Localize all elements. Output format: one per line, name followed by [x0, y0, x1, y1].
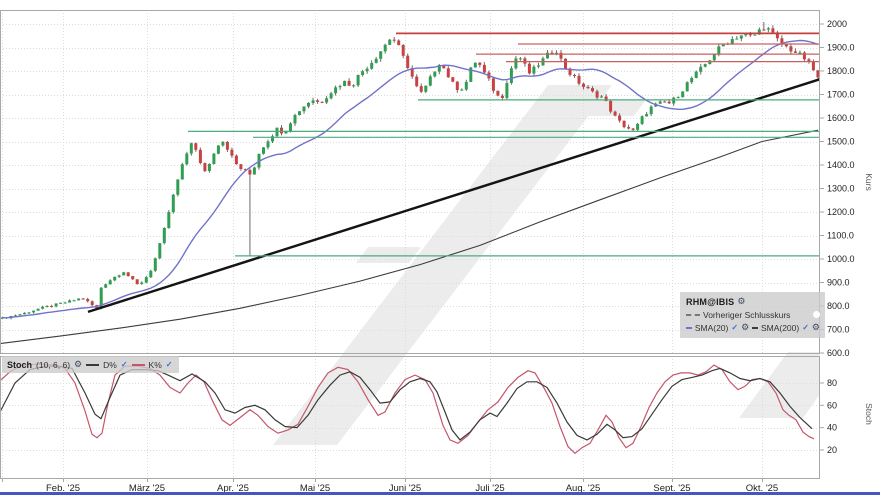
prev-close-label: Vorheriger Schlusskurs: [703, 309, 791, 320]
svg-text:März '25: März '25: [129, 483, 165, 494]
sma200-line: [0, 129, 819, 345]
gridlines: [0, 10, 820, 478]
prev-close-toggle-dot[interactable]: [813, 311, 820, 318]
svg-text:800.0: 800.0: [827, 301, 850, 311]
svg-text:Feb. '25: Feb. '25: [46, 483, 80, 494]
sma20-settings-gear-icon[interactable]: ⚙: [741, 322, 750, 332]
resistance-lines[interactable]: [396, 32, 820, 63]
svg-text:1000.0: 1000.0: [827, 254, 855, 264]
sma200-visible-checkmark[interactable]: ✓: [802, 323, 809, 332]
sma20-label: SMA(20): [694, 322, 729, 333]
svg-text:1800.0: 1800.0: [827, 66, 855, 76]
stoch-lines: [0, 363, 815, 455]
sma20-visible-checkmark[interactable]: ✓: [731, 323, 739, 332]
svg-text:Juni '25: Juni '25: [389, 483, 421, 494]
sma200-line-sample: [752, 326, 758, 329]
main-chart-legend[interactable]: RHM@IBIS ⚙ Vorheriger Schlusskurs SMA(20…: [680, 292, 825, 338]
svg-text:1900.0: 1900.0: [827, 43, 855, 53]
prev-close-line-sample: [686, 313, 700, 316]
svg-text:20: 20: [827, 445, 837, 455]
svg-text:1600.0: 1600.0: [827, 113, 855, 123]
stoch-settings-gear-icon[interactable]: ⚙: [74, 359, 83, 369]
svg-text:Apr. '25: Apr. '25: [217, 483, 249, 494]
svg-text:700.0: 700.0: [827, 325, 850, 335]
watermark-logo: [273, 85, 820, 445]
panel-borders: [0, 10, 820, 479]
svg-text:Aug. '25: Aug. '25: [566, 483, 601, 494]
time-axis: Feb. '25 März '25 Apr. '25 Mai '25 Juni '25 J…: [2, 478, 778, 494]
stoch-axis: 20 40 60 80 Stoch: [820, 378, 874, 455]
trendline[interactable]: [87, 78, 820, 314]
footer-accent-bar: [0, 492, 880, 495]
svg-text:80: 80: [827, 378, 837, 388]
stoch-legend[interactable]: Stoch (10, 6, 6) ⚙ D% ✓ K% ✓: [2, 356, 180, 373]
stoch-d-visible-checkmark[interactable]: ✓: [120, 360, 128, 369]
svg-text:2000: 2000: [827, 19, 847, 29]
svg-text:1300.0: 1300.0: [827, 184, 855, 194]
instrument-name: RHM@IBIS: [686, 296, 735, 307]
svg-text:60: 60: [827, 400, 837, 410]
stoch-k-visible-checkmark[interactable]: ✓: [165, 360, 173, 369]
svg-text:Sept. '25: Sept. '25: [653, 483, 690, 494]
svg-text:Juli '25: Juli '25: [475, 483, 504, 494]
svg-text:1700.0: 1700.0: [827, 90, 855, 100]
svg-text:1500.0: 1500.0: [827, 137, 855, 147]
price-axis-title: Kurs: [864, 173, 874, 190]
support-lines[interactable]: [188, 99, 820, 257]
instrument-settings-gear-icon[interactable]: ⚙: [737, 296, 746, 306]
stoch-d-label: D%: [103, 359, 117, 370]
sma200-settings-gear-icon[interactable]: ⚙: [811, 322, 820, 332]
stoch-axis-title: Stoch: [864, 403, 874, 425]
stoch-title: Stoch: [7, 359, 33, 370]
sma20-line: [1, 39, 819, 319]
svg-text:1400.0: 1400.0: [827, 160, 855, 170]
svg-text:Mai '25: Mai '25: [300, 483, 330, 494]
svg-text:600.0: 600.0: [827, 348, 850, 358]
stoch-k-label: K%: [148, 359, 162, 370]
svg-text:1200.0: 1200.0: [827, 207, 855, 217]
svg-text:900.0: 900.0: [827, 278, 850, 288]
stoch-d-line-sample: [86, 363, 100, 366]
sma20-line-sample: [686, 326, 692, 329]
svg-text:1100.0: 1100.0: [827, 231, 854, 241]
price-axis: 2000 1900.0 1800.0 1700.0 1600.0 1500.0 1400.0…: [820, 19, 874, 358]
sma200-label: SMA(200): [760, 322, 800, 333]
svg-text:Okt. '25: Okt. '25: [746, 483, 778, 494]
svg-text:40: 40: [827, 423, 837, 433]
stoch-k-line-sample: [131, 363, 145, 366]
stoch-params: (10, 6, 6): [36, 359, 71, 370]
